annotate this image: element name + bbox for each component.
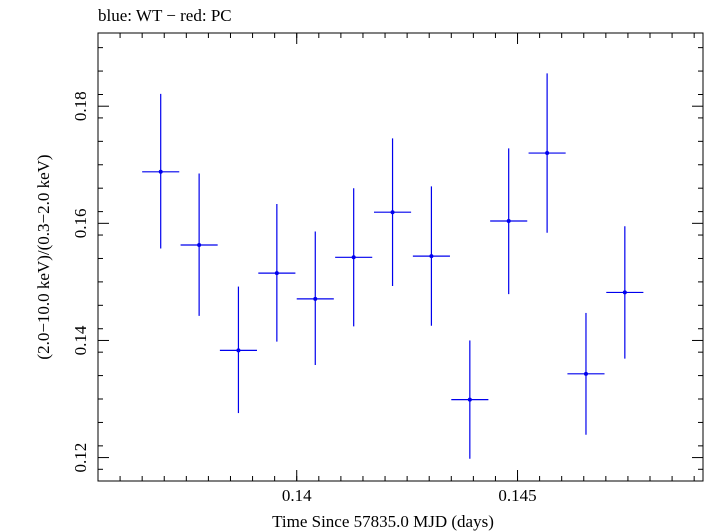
y-tick-label: 0.14 <box>71 325 90 355</box>
data-point <box>236 348 241 353</box>
data-series <box>142 73 644 459</box>
plot-frame <box>97 32 704 482</box>
y-axis-label: (2.0−10.0 keV)/(0.3−2.0 keV) <box>34 154 53 359</box>
x-axis-label: Time Since 57835.0 MJD (days) <box>272 512 494 531</box>
data-point <box>351 255 356 260</box>
y-tick-label: 0.16 <box>71 208 90 238</box>
y-tick-label: 0.12 <box>71 443 90 473</box>
chart-title: blue: WT − red: PC <box>98 6 232 25</box>
data-point <box>622 290 627 295</box>
data-point <box>197 242 202 247</box>
x-tick-label: 0.145 <box>498 486 536 505</box>
data-point <box>583 371 588 376</box>
data-point <box>313 296 318 301</box>
data-point <box>506 218 511 223</box>
axes: 0.14 0.145 0.12 0.14 0.16 0.18 <box>71 33 703 505</box>
data-point <box>467 397 472 402</box>
data-point <box>429 254 434 259</box>
data-point <box>545 151 550 156</box>
data-point <box>158 169 163 174</box>
x-tick-label: 0.14 <box>282 486 312 505</box>
data-point <box>390 210 395 215</box>
y-tick-label: 0.18 <box>71 91 90 121</box>
data-point <box>274 271 279 276</box>
